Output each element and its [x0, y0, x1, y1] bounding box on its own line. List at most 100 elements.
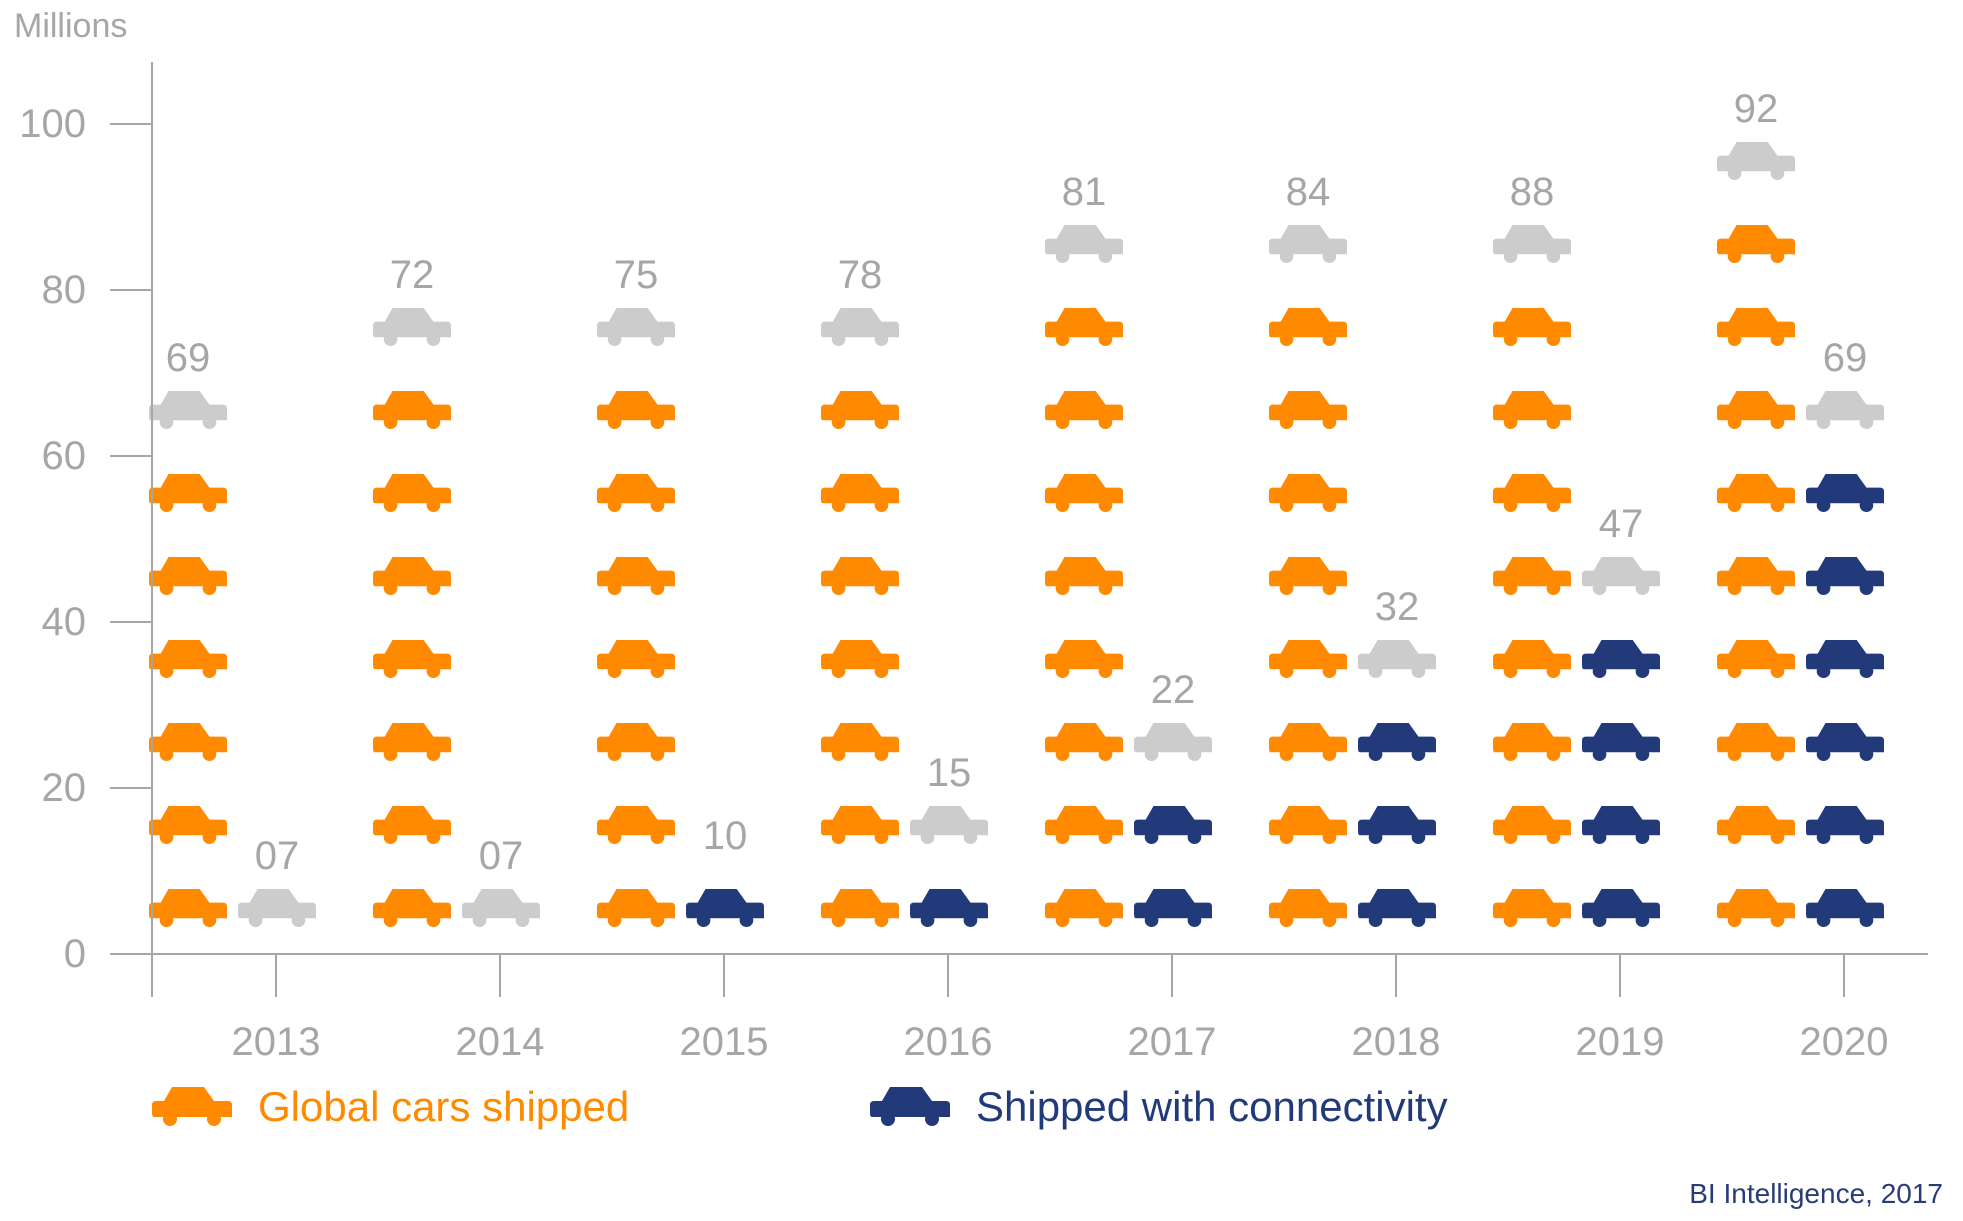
y-tick-label: 0	[64, 932, 86, 976]
car-icon	[1358, 889, 1436, 928]
car-icon-partial-placeholder	[462, 889, 540, 928]
value-label: 81	[1062, 170, 1107, 214]
car-icon	[597, 806, 675, 845]
value-label: 07	[255, 834, 300, 878]
x-tick-label: 2016	[904, 1020, 993, 1064]
car-icon	[1717, 308, 1795, 347]
x-tick-label: 2017	[1128, 1020, 1217, 1064]
car-icon	[152, 1085, 232, 1129]
car-icon	[1806, 557, 1884, 596]
car-icon-partial-placeholder	[1045, 225, 1123, 264]
car-icon	[1806, 806, 1884, 845]
car-icon	[1493, 557, 1571, 596]
car-icon	[149, 557, 227, 596]
x-tick-label: 2018	[1352, 1020, 1441, 1064]
car-icon	[821, 889, 899, 928]
car-icon	[1717, 723, 1795, 762]
value-label: 69	[1823, 336, 1868, 380]
y-tick-label: 60	[42, 434, 87, 478]
y-tick-label: 80	[42, 268, 87, 312]
value-label: 75	[614, 253, 659, 297]
car-icon	[597, 889, 675, 928]
car-icon	[373, 474, 451, 513]
car-icon	[1358, 723, 1436, 762]
source-note: BI Intelligence, 2017	[1689, 1178, 1943, 1209]
y-tick-label: 100	[19, 102, 86, 146]
car-icon	[1717, 889, 1795, 928]
car-icon	[910, 889, 988, 928]
legend-connected-label: Shipped with connectivity	[976, 1083, 1448, 1130]
car-icon	[149, 723, 227, 762]
car-icon-partial-placeholder	[1134, 723, 1212, 762]
car-icon	[821, 557, 899, 596]
car-icon	[1045, 474, 1123, 513]
car-icon	[821, 474, 899, 513]
y-tick-label: 20	[42, 766, 87, 810]
car-icon	[1045, 723, 1123, 762]
legend-global: Global cars shipped	[152, 1083, 629, 1131]
car-icon	[821, 723, 899, 762]
car-icon	[1045, 308, 1123, 347]
car-icon	[1806, 723, 1884, 762]
car-icon-partial-placeholder	[1717, 142, 1795, 181]
car-icon	[1717, 806, 1795, 845]
car-icon	[373, 557, 451, 596]
car-icon	[1269, 557, 1347, 596]
car-icon	[686, 889, 764, 928]
car-icon	[1493, 640, 1571, 679]
car-icon	[1717, 474, 1795, 513]
car-icon	[597, 557, 675, 596]
car-icon	[1582, 640, 1660, 679]
value-label: 88	[1510, 170, 1555, 214]
y-axis-unit-label: Millions	[14, 7, 127, 45]
car-icon	[821, 640, 899, 679]
car-icon	[1269, 640, 1347, 679]
car-icon	[1493, 474, 1571, 513]
car-icon	[1045, 640, 1123, 679]
car-icon	[1582, 723, 1660, 762]
car-icon	[1358, 806, 1436, 845]
car-icon	[1269, 889, 1347, 928]
car-icon	[1045, 806, 1123, 845]
car-icon	[597, 723, 675, 762]
car-icon	[597, 391, 675, 430]
car-icon-partial-placeholder	[1493, 225, 1571, 264]
car-icon	[149, 889, 227, 928]
car-icon	[1493, 806, 1571, 845]
car-icon	[1045, 557, 1123, 596]
car-icon	[373, 640, 451, 679]
car-icon	[1493, 723, 1571, 762]
car-icon	[1806, 640, 1884, 679]
car-icon	[1134, 806, 1212, 845]
car-icon	[373, 391, 451, 430]
car-icon	[1717, 391, 1795, 430]
x-tick-label: 2014	[456, 1020, 545, 1064]
car-icon	[1269, 806, 1347, 845]
car-icon-partial-placeholder	[1358, 640, 1436, 679]
car-icon	[1045, 391, 1123, 430]
x-tick-label: 2015	[680, 1020, 769, 1064]
value-label: 07	[479, 834, 524, 878]
value-label: 32	[1375, 585, 1420, 629]
car-icon	[597, 474, 675, 513]
car-icon	[1493, 889, 1571, 928]
legend-connected: Shipped with connectivity	[870, 1083, 1448, 1131]
car-icon	[373, 723, 451, 762]
car-icon	[149, 474, 227, 513]
car-icon-partial-placeholder	[373, 308, 451, 347]
car-icon-partial-placeholder	[910, 806, 988, 845]
value-label: 15	[927, 751, 972, 795]
x-tick-label: 2013	[232, 1020, 321, 1064]
x-tick-label: 2020	[1800, 1020, 1889, 1064]
car-icon	[1806, 474, 1884, 513]
car-icon	[1717, 640, 1795, 679]
value-label: 72	[390, 253, 435, 297]
car-icon-partial-placeholder	[1269, 225, 1347, 264]
car-icon-partial-placeholder	[149, 391, 227, 430]
car-icon	[870, 1085, 950, 1129]
value-label: 10	[703, 814, 748, 858]
car-icon	[1493, 308, 1571, 347]
car-icon	[373, 806, 451, 845]
car-icon	[1269, 391, 1347, 430]
